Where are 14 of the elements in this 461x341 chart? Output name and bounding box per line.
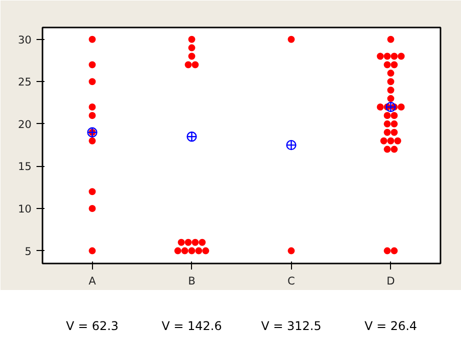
y-tick-label: 30	[18, 33, 32, 46]
x-tick-label: D	[386, 274, 395, 288]
x-tick-label: A	[88, 274, 97, 288]
text: V = 26.4	[364, 319, 418, 334]
y-tick-label: 15	[18, 160, 32, 174]
x-tick-label: C	[288, 274, 295, 288]
text: V = 142.6	[162, 319, 222, 334]
y-tick-label: 10	[18, 202, 32, 216]
y-tick-label: 5	[24, 244, 32, 258]
x-tick-label: B	[188, 274, 196, 288]
text: V = 62.3	[66, 319, 119, 334]
text: V = 312.5	[261, 319, 322, 334]
y-tick-label: 25	[18, 76, 32, 89]
y-tick-label: 20	[18, 118, 32, 131]
